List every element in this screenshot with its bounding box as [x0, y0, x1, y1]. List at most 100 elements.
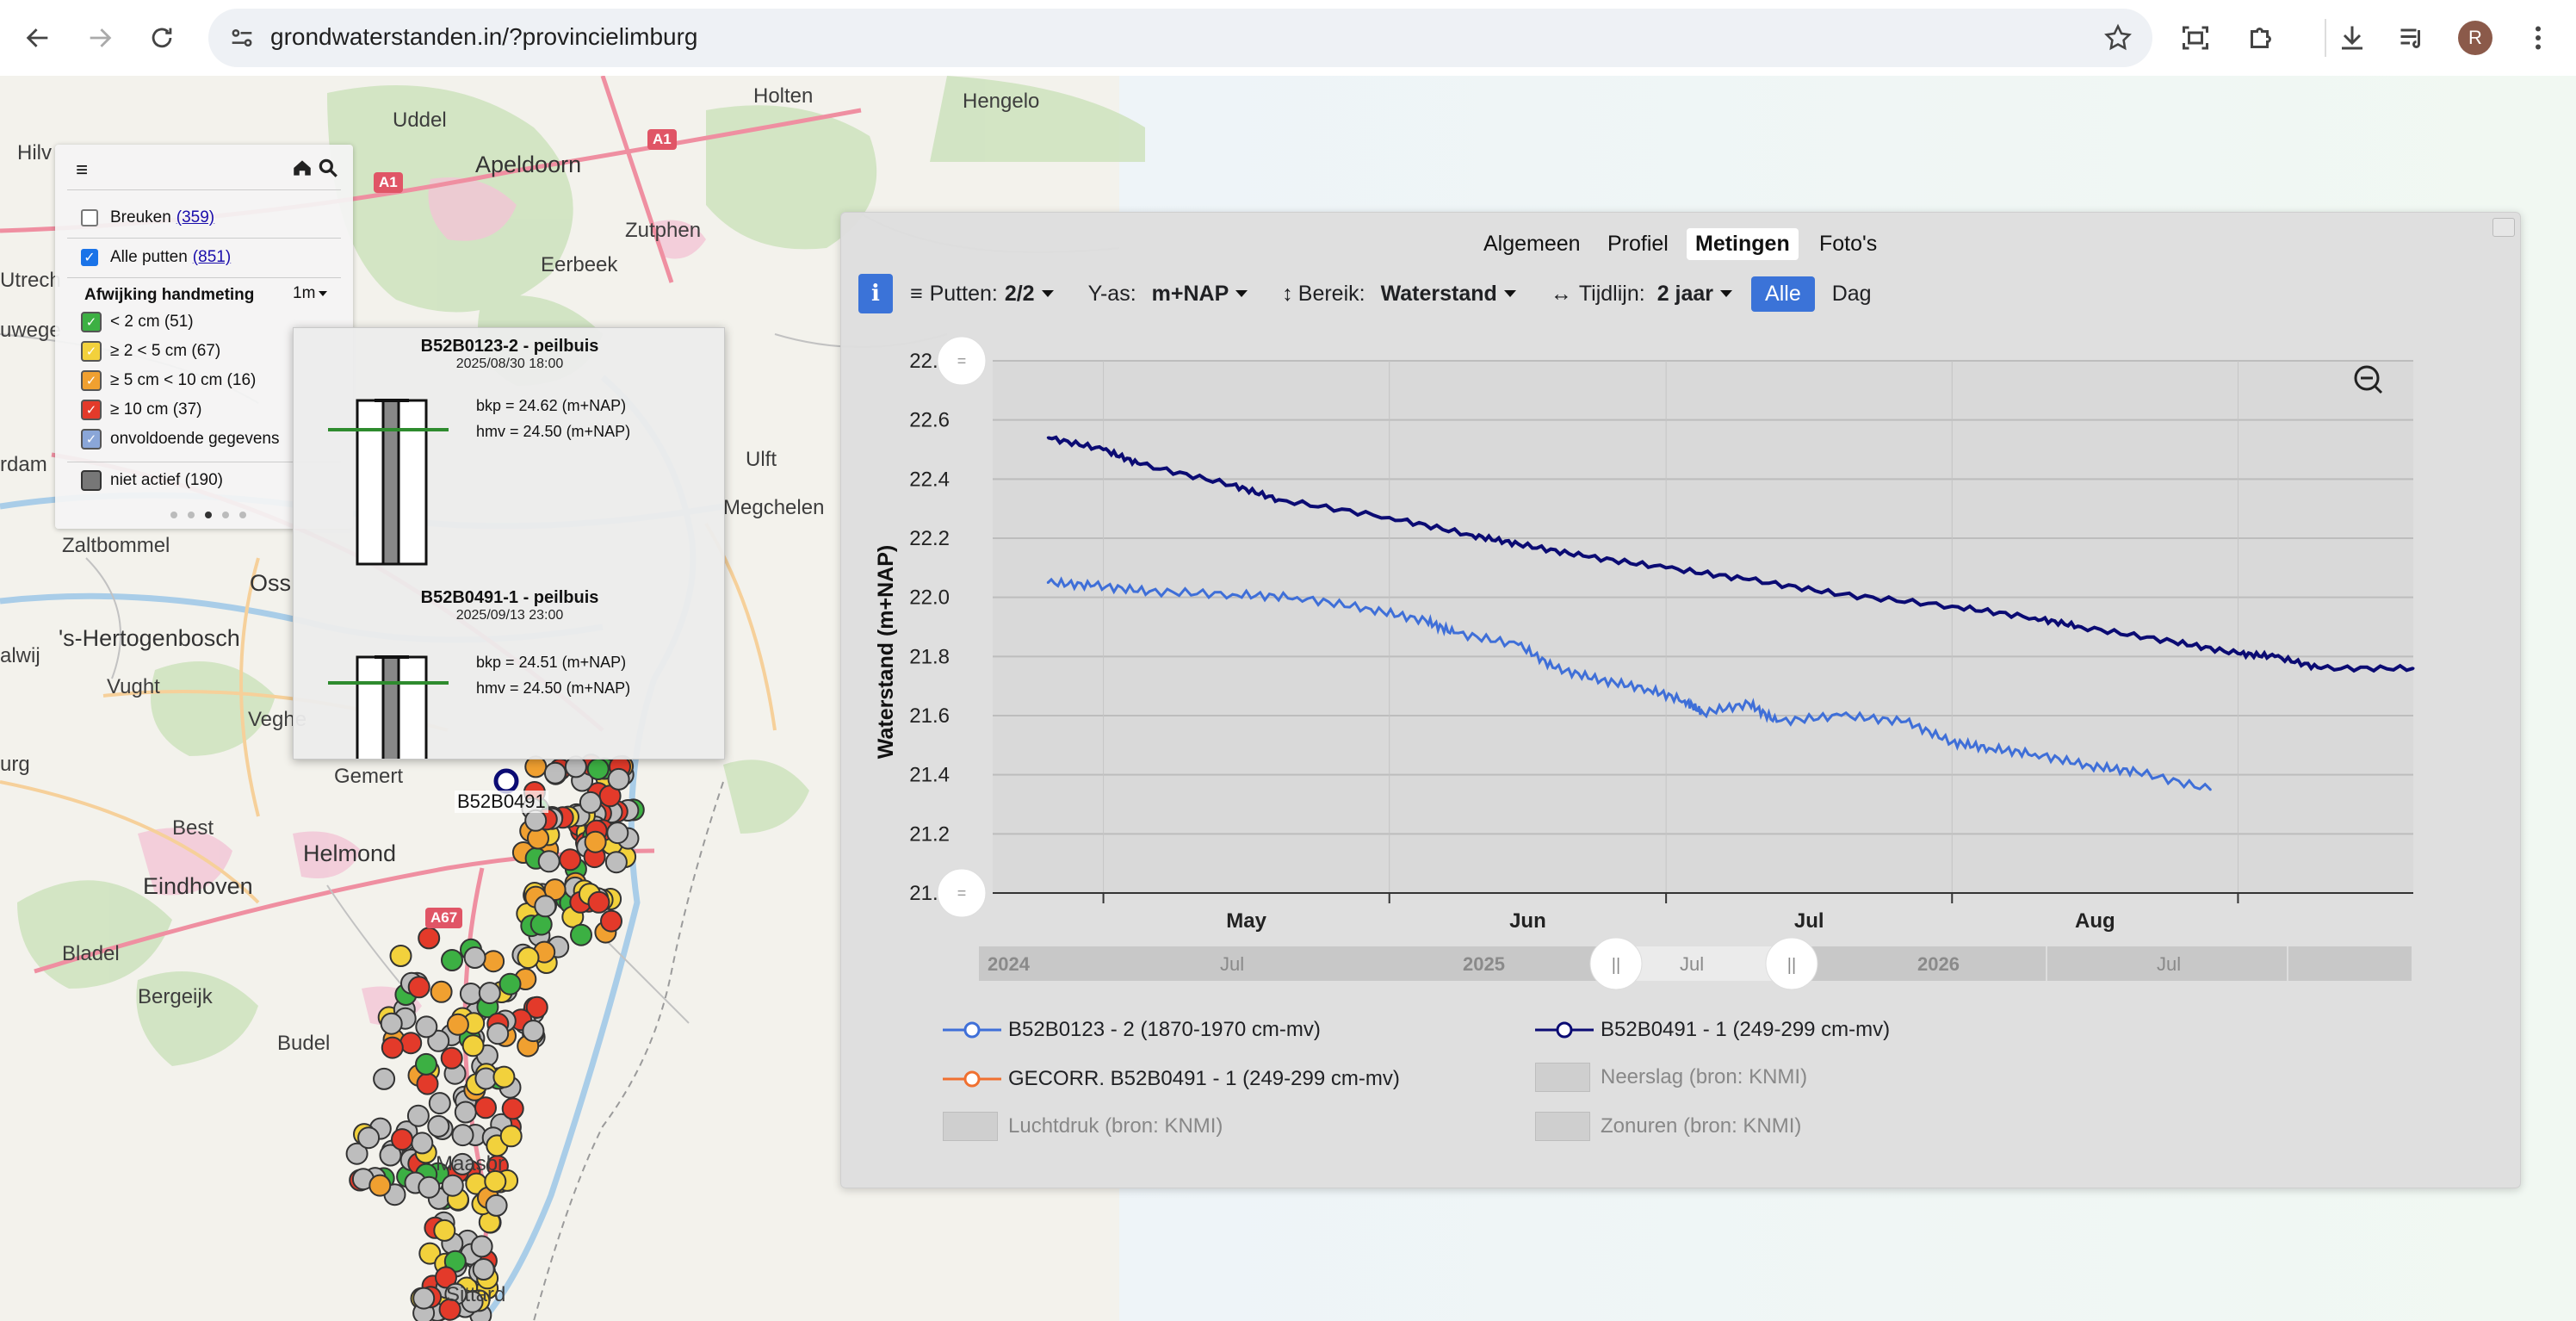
well-point[interactable]	[416, 1072, 439, 1095]
well-point[interactable]	[461, 1034, 485, 1057]
class-swatch[interactable]: ✓	[81, 400, 102, 420]
well-point[interactable]	[381, 1036, 404, 1059]
well-point[interactable]	[485, 1194, 508, 1217]
well-point[interactable]	[345, 1142, 368, 1165]
well-point[interactable]	[438, 1298, 461, 1321]
well-point[interactable]	[389, 945, 412, 967]
well-point[interactable]	[501, 1097, 524, 1120]
well-point[interactable]	[498, 972, 522, 995]
info-button[interactable]: i	[858, 274, 893, 313]
well-point[interactable]	[412, 1287, 436, 1310]
class-swatch[interactable]: ✓	[81, 341, 102, 362]
class-swatch[interactable]: ✓	[81, 312, 102, 332]
well-point[interactable]	[474, 1096, 497, 1119]
class-swatch[interactable]: ✓	[81, 429, 102, 450]
well-point[interactable]	[357, 1126, 381, 1150]
putten-select[interactable]: ≡ Putten: 2/2	[910, 282, 1054, 307]
media-icon[interactable]	[2397, 22, 2428, 53]
well-point[interactable]	[415, 1052, 437, 1076]
well-point[interactable]	[451, 1152, 474, 1175]
menu-kebab-icon[interactable]	[2523, 22, 2554, 53]
address-bar[interactable]: grondwaterstanden.in/?provincielimburg	[208, 9, 2152, 67]
well-point[interactable]	[579, 791, 602, 814]
putten-checkbox[interactable]: ✓	[81, 249, 98, 266]
inactive-swatch[interactable]	[81, 470, 102, 491]
legend-item[interactable]: B52B0491 - 1 (249-299 cm-mv)	[1535, 1018, 1890, 1042]
well-point[interactable]	[492, 1065, 516, 1088]
tijdlijn-select[interactable]: ↔ Tijdlijn: 2 jaar	[1551, 282, 1733, 307]
well-point[interactable]	[379, 1144, 402, 1167]
map-view[interactable]: Uddel Apeldoorn Holten Hengelo Zutphen E…	[0, 76, 2576, 1321]
close-icon[interactable]	[2492, 218, 2515, 237]
well-point[interactable]	[406, 1104, 430, 1127]
class-row[interactable]: ✓ ≥ 10 cm (37)	[81, 397, 202, 423]
page-dot[interactable]	[205, 512, 212, 518]
well-point[interactable]	[499, 1125, 523, 1148]
class-swatch[interactable]: ✓	[81, 370, 102, 391]
class-row[interactable]: ✓ ≥ 2 < 5 cm (67)	[81, 338, 220, 364]
waterstand-chart[interactable]: 22.822.622.422.222.021.821.621.421.221.0…	[841, 213, 2522, 1189]
forward-icon[interactable]	[74, 12, 126, 64]
navigator-handle-left[interactable]: ||	[1589, 937, 1643, 990]
legend-item[interactable]: Zonuren (bron: KNMI)	[1535, 1112, 1801, 1141]
well-point[interactable]	[525, 995, 548, 1019]
well-point[interactable]	[584, 830, 607, 853]
well-point[interactable]	[606, 822, 629, 845]
inactive-row[interactable]: niet actief (190)	[81, 468, 223, 493]
back-icon[interactable]	[12, 12, 64, 64]
well-point[interactable]	[522, 1020, 545, 1043]
well-point[interactable]	[482, 950, 505, 973]
well-point[interactable]	[484, 1169, 507, 1193]
home-icon[interactable]	[291, 157, 313, 179]
well-point[interactable]	[407, 976, 430, 999]
well-point[interactable]	[529, 913, 553, 936]
well-point[interactable]	[451, 1124, 474, 1147]
well-point[interactable]	[559, 848, 582, 871]
well-point[interactable]	[411, 1132, 434, 1155]
well-point[interactable]	[428, 1092, 451, 1115]
well-point[interactable]	[587, 890, 610, 914]
downloads-icon[interactable]	[2337, 22, 2368, 53]
well-point[interactable]	[486, 1022, 510, 1045]
well-point[interactable]	[418, 927, 441, 950]
well-point[interactable]	[427, 1114, 450, 1138]
legend-item[interactable]: B52B0123 - 2 (1870-1970 cm-mv)	[943, 1018, 1321, 1042]
well-point[interactable]	[418, 1242, 442, 1265]
zoom-out-icon[interactable]	[2354, 365, 2383, 394]
well-point[interactable]	[543, 761, 567, 785]
well-point[interactable]	[524, 755, 548, 778]
well-point[interactable]	[415, 1015, 438, 1039]
legend-item[interactable]: Luchtdruk (bron: KNMI)	[943, 1112, 1223, 1141]
well-point[interactable]	[454, 1101, 477, 1124]
well-point[interactable]	[478, 982, 501, 1005]
tab-algemeen[interactable]: Algemeen	[1483, 232, 1581, 256]
alle-button[interactable]: Alle	[1751, 276, 1815, 312]
navigator-handle-right[interactable]: ||	[1765, 937, 1818, 990]
well-point[interactable]	[463, 946, 486, 969]
well-point[interactable]	[604, 851, 628, 874]
yas-select[interactable]: Y-as: m+NAP	[1088, 282, 1248, 307]
putten-count-link[interactable]: (851)	[192, 248, 232, 266]
reload-icon[interactable]	[136, 12, 188, 64]
well-point[interactable]	[586, 758, 610, 780]
putten-toggle[interactable]: ✓ Alle putten (851)	[81, 245, 231, 270]
class-row[interactable]: ✓ onvoldoende gegevens	[81, 426, 280, 452]
well-point[interactable]	[427, 1029, 450, 1052]
tab-profiel[interactable]: Profiel	[1607, 232, 1669, 256]
well-point[interactable]	[570, 923, 592, 946]
well-point[interactable]	[472, 1258, 495, 1281]
page-dot[interactable]	[239, 512, 246, 518]
tab-metingen[interactable]: Metingen	[1687, 228, 1799, 260]
screen-capture-icon[interactable]	[2180, 22, 2211, 53]
well-point[interactable]	[470, 1235, 493, 1258]
bookmark-star-icon[interactable]	[2102, 22, 2133, 53]
well-point[interactable]	[607, 767, 630, 791]
well-point[interactable]	[433, 1219, 456, 1242]
class-row[interactable]: ✓ ≥ 5 cm < 10 cm (16)	[81, 368, 256, 394]
pagination-dots[interactable]	[165, 505, 251, 524]
extensions-icon[interactable]	[2245, 22, 2276, 53]
bereik-select[interactable]: ↕ Bereik: Waterstand	[1282, 282, 1516, 307]
page-dot[interactable]	[188, 512, 195, 518]
well-point[interactable]	[435, 1266, 457, 1289]
y-range-handle-bottom[interactable]: =	[937, 868, 987, 918]
